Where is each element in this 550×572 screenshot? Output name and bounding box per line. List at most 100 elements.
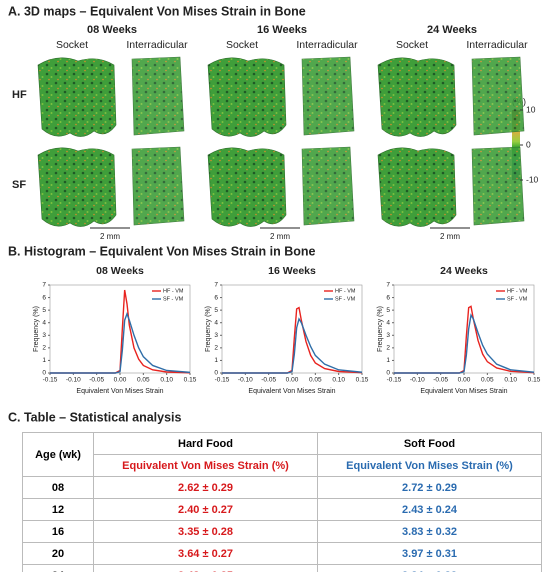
socket-render bbox=[377, 57, 457, 137]
column-label: Interradicular bbox=[296, 39, 358, 51]
table-cell: 3.48 ± 0.25 bbox=[93, 564, 318, 572]
table-cell: 3.83 ± 0.32 bbox=[317, 520, 542, 543]
series-line bbox=[222, 317, 363, 374]
x-tick-label: 0.10 bbox=[504, 377, 517, 384]
interradicular-render bbox=[471, 56, 525, 136]
table-cell: 3.35 ± 0.28 bbox=[93, 520, 318, 543]
y-tick-label: 0 bbox=[214, 370, 218, 377]
scale-bar-label: 2 mm bbox=[100, 232, 120, 241]
timepoint-label: 08 Weeks bbox=[87, 24, 137, 36]
socket-render bbox=[37, 147, 117, 227]
x-tick-label: 0.00 bbox=[286, 377, 299, 384]
scale-bar-label: 2 mm bbox=[270, 232, 290, 241]
x-tick-label: 0.00 bbox=[458, 377, 471, 384]
y-tick-label: 5 bbox=[214, 307, 218, 314]
y-tick-label: 1 bbox=[386, 357, 390, 364]
y-axis-label: Frequency (%) bbox=[205, 306, 212, 352]
y-axis-label: Frequency (%) bbox=[377, 306, 384, 352]
x-axis-label: Equivalent Von Mises Strain bbox=[76, 388, 163, 395]
legend-label: SF - VM bbox=[507, 296, 528, 302]
series-line bbox=[394, 313, 535, 374]
x-tick-label: -0.15 bbox=[43, 377, 58, 384]
table-cell: 3.84 ± 0.32 bbox=[317, 564, 542, 572]
x-tick-label: 0.15 bbox=[356, 377, 369, 384]
row-label: HF bbox=[12, 89, 27, 101]
timepoint-label: 16 Weeks bbox=[257, 24, 307, 36]
x-tick-label: -0.10 bbox=[410, 377, 425, 384]
column-label: Interradicular bbox=[126, 39, 188, 51]
subheader-cell: Equivalent Von Mises Strain (%) bbox=[317, 454, 542, 477]
scale-bar-label: 2 mm bbox=[440, 232, 460, 241]
y-tick-label: 2 bbox=[386, 345, 390, 352]
series-line bbox=[50, 311, 191, 374]
table-cell: 2.62 ± 0.29 bbox=[93, 476, 318, 499]
socket-render bbox=[377, 147, 457, 227]
x-tick-label: -0.05 bbox=[433, 377, 448, 384]
table-cell: 2.72 ± 0.29 bbox=[317, 476, 542, 499]
colorbar bbox=[512, 110, 520, 180]
y-tick-label: 3 bbox=[386, 332, 390, 339]
row-label: SF bbox=[12, 179, 26, 191]
x-tick-label: -0.10 bbox=[238, 377, 253, 384]
legend-label: SF - VM bbox=[335, 296, 356, 302]
x-tick-label: -0.15 bbox=[387, 377, 402, 384]
table-body: 08 2.62 ± 0.29 2.72 ± 0.29 12 2.40 ± 0.27 2.4… bbox=[22, 476, 542, 572]
y-tick-label: 1 bbox=[214, 357, 218, 364]
interradicular-render bbox=[301, 56, 355, 136]
x-axis-label: Equivalent Von Mises Strain bbox=[248, 388, 335, 395]
table-row: 16 3.35 ± 0.28 3.83 ± 0.32 bbox=[22, 520, 542, 543]
x-tick-label: -0.05 bbox=[261, 377, 276, 384]
column-label: Interradicular bbox=[466, 39, 528, 51]
chart-title: 24 Weeks bbox=[440, 265, 488, 277]
y-tick-label: 3 bbox=[214, 332, 218, 339]
y-tick-label: 7 bbox=[386, 282, 390, 289]
legend-label: HF - VM bbox=[163, 288, 184, 294]
y-tick-label: 2 bbox=[214, 345, 218, 352]
x-tick-label: 0.05 bbox=[137, 377, 150, 384]
table-cell: 08 bbox=[22, 476, 94, 499]
x-tick-label: 0.05 bbox=[481, 377, 494, 384]
panel-b-title: B. Histogram – Equivalent Von Mises Stra… bbox=[8, 244, 316, 258]
legend-label: HF - VM bbox=[335, 288, 356, 294]
x-tick-label: 0.15 bbox=[528, 377, 541, 384]
panel-c-title: C. Table – Statistical analysis bbox=[8, 410, 182, 424]
table-row: 243.48 ± 0.253.84 ± 0.32 bbox=[22, 564, 542, 572]
table-cell: 12 bbox=[22, 498, 94, 521]
x-tick-label: 0.00 bbox=[114, 377, 127, 384]
interradicular-render bbox=[471, 146, 525, 226]
header-cell: Hard Food bbox=[93, 432, 318, 455]
y-tick-label: 6 bbox=[386, 294, 390, 301]
panel-a-title: A. 3D maps – Equivalent Von Mises Strain… bbox=[8, 4, 306, 18]
chart-title: 16 Weeks bbox=[268, 265, 316, 277]
stats-table: Age (wk) Hard Food Soft Food Equivalent … bbox=[22, 432, 542, 572]
y-tick-label: 3 bbox=[42, 332, 46, 339]
interradicular-render bbox=[131, 56, 185, 136]
x-tick-label: -0.10 bbox=[66, 377, 81, 384]
socket-render bbox=[207, 147, 287, 227]
y-tick-label: 4 bbox=[42, 319, 46, 326]
header-cell: Soft Food bbox=[317, 432, 542, 455]
x-tick-label: -0.15 bbox=[215, 377, 230, 384]
y-tick-label: 2 bbox=[42, 345, 46, 352]
y-tick-label: 7 bbox=[42, 282, 46, 289]
table-cell: 24 bbox=[22, 564, 94, 572]
figure-graphics: A. 3D maps – Equivalent Von Mises Strain… bbox=[8, 4, 541, 424]
y-tick-label: 4 bbox=[386, 319, 390, 326]
series-line bbox=[50, 289, 191, 374]
column-label: Socket bbox=[56, 39, 88, 51]
chart-title: 08 Weeks bbox=[96, 265, 144, 277]
colorbar-tick-label: 10 bbox=[526, 104, 536, 114]
table-row: 20 3.64 ± 0.27 3.97 ± 0.31 bbox=[22, 542, 542, 565]
subheader-cell: Equivalent Von Mises Strain (%) bbox=[93, 454, 318, 477]
x-tick-label: -0.05 bbox=[89, 377, 104, 384]
colorbar-tick-label: -10 bbox=[526, 174, 539, 184]
socket-render bbox=[207, 57, 287, 137]
y-tick-label: 0 bbox=[42, 370, 46, 377]
x-axis-label: Equivalent Von Mises Strain bbox=[420, 388, 507, 395]
legend-label: SF - VM bbox=[163, 296, 184, 302]
x-tick-label: 0.10 bbox=[160, 377, 173, 384]
column-label: Socket bbox=[396, 39, 428, 51]
timepoint-label: 24 Weeks bbox=[427, 24, 477, 36]
interradicular-render bbox=[301, 146, 355, 226]
table-cell: 2.40 ± 0.27 bbox=[93, 498, 318, 521]
